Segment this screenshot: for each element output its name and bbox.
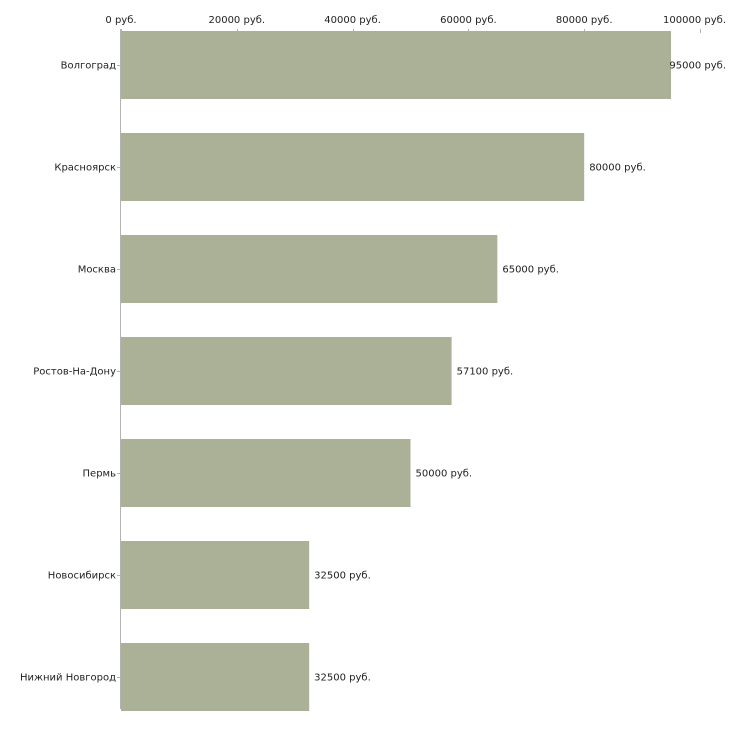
bar <box>121 643 310 711</box>
bar <box>121 133 585 201</box>
value-label: 50000 руб. <box>416 469 473 480</box>
bar <box>121 541 310 609</box>
value-label: 32500 руб. <box>314 673 371 684</box>
value-labels: 95000 руб. 80000 руб. 65000 руб. 57100 руб.… <box>314 61 726 684</box>
value-label: 57100 руб. <box>457 367 514 378</box>
x-tick-label: 40000 руб. <box>324 15 381 26</box>
bar <box>121 235 498 303</box>
value-label: 32500 руб. <box>314 571 371 582</box>
x-tick-label: 80000 руб. <box>556 15 613 26</box>
x-tick-label: 100000 руб. <box>663 15 726 26</box>
category-label: Москва <box>78 265 116 276</box>
x-axis-ticks: 0 руб. 20000 руб. 40000 руб. 60000 руб. 8000… <box>105 15 726 33</box>
category-label: Волгоград <box>61 61 116 72</box>
category-labels: Волгоград Красноярск Москва Ростов-На-Дону П… <box>20 61 121 684</box>
x-tick-label: 60000 руб. <box>440 15 497 26</box>
category-label: Ростов-На-Дону <box>33 367 116 378</box>
category-label: Красноярск <box>54 163 116 174</box>
x-tick-label: 0 руб. <box>105 15 136 26</box>
category-label: Нижний Новгород <box>20 673 116 684</box>
x-tick-label: 20000 руб. <box>208 15 265 26</box>
bars-group <box>121 31 672 711</box>
bar <box>121 337 452 405</box>
category-label: Пермь <box>83 469 117 480</box>
bar <box>121 439 411 507</box>
value-label: 80000 руб. <box>589 163 646 174</box>
bar <box>121 31 672 99</box>
value-label: 65000 руб. <box>502 265 559 276</box>
category-label: Новосибирск <box>48 571 116 582</box>
value-label: 95000 руб. <box>669 61 726 72</box>
